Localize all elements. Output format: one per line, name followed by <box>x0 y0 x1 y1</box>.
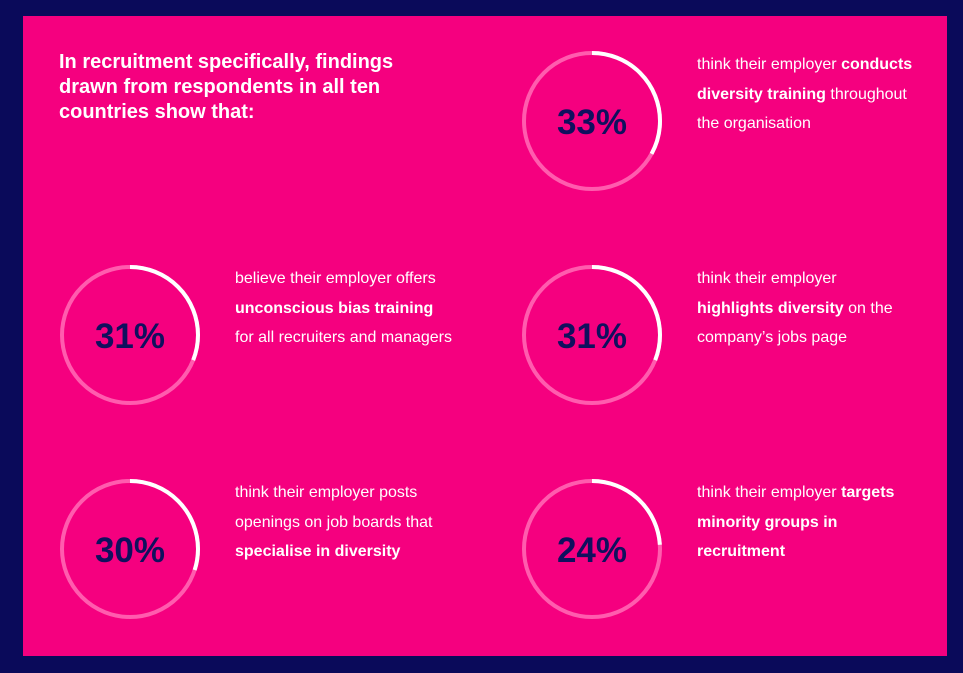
percent-label: 24% <box>557 531 627 570</box>
donut-arc <box>522 51 662 191</box>
donut-chart: 24% <box>522 479 662 619</box>
donut-chart: 31% <box>522 265 662 405</box>
donut-arc <box>60 479 200 619</box>
percent-label: 31% <box>95 317 165 356</box>
stat-3: 30% think their employer posts openings … <box>59 478 499 628</box>
percent-label: 30% <box>95 531 165 570</box>
stat-2: 31% think their employer highlights dive… <box>521 264 961 414</box>
description-text: throughout the organisation <box>697 85 907 133</box>
donut-chart: 33% <box>522 51 662 191</box>
description-text: think their employer <box>697 270 837 287</box>
emphasis-text: conducts diversity training <box>697 56 913 103</box>
percent-label: 31% <box>557 317 627 356</box>
donut-arc <box>522 479 662 619</box>
stat-description: think their employer targets minority gr… <box>697 478 915 567</box>
description-text: on the company’s jobs page <box>697 299 893 347</box>
emphasis-text: highlights diversity <box>697 299 844 317</box>
donut-arc <box>60 265 200 405</box>
emphasis-text: targets minority groups in recruitment <box>697 484 895 560</box>
headline: In recruitment specifically, findings dr… <box>59 51 394 123</box>
stat-description: think their employer conducts diversity … <box>697 50 915 139</box>
stat-4: 24% think their employer targets minorit… <box>521 478 961 628</box>
stat-description: think their employer posts openings on j… <box>235 478 453 567</box>
stat-0: 33% think their employer conducts divers… <box>521 50 961 200</box>
emphasis-text: specialise in diversity <box>235 543 401 560</box>
stat-1: 31% believe their employer offers uncons… <box>59 264 499 414</box>
donut-chart: 30% <box>60 479 200 619</box>
description-text: think their employer <box>697 56 842 73</box>
donut-arc <box>522 265 662 405</box>
donut-chart: 31% <box>60 265 200 405</box>
description-text: for all recruiters and managers <box>235 329 452 346</box>
description-text: believe their employer offers <box>235 270 436 287</box>
description-text: think their employer posts openings on j… <box>235 484 433 531</box>
infographic-panel: In recruitment specifically, findings dr… <box>23 16 947 656</box>
description-text: think their employer <box>697 484 842 501</box>
emphasis-text: unconscious bias training <box>235 299 434 317</box>
stat-description: believe their employer offers unconsciou… <box>235 264 453 353</box>
percent-label: 33% <box>557 103 627 142</box>
stat-description: think their employer highlights diversit… <box>697 264 915 353</box>
